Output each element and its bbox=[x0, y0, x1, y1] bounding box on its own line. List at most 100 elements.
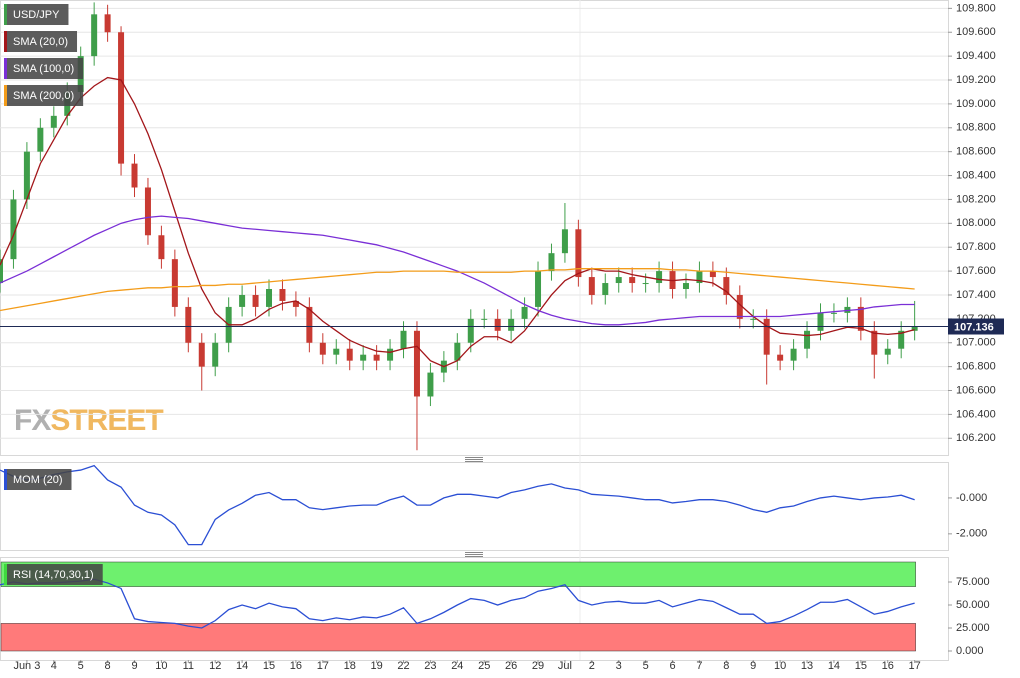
legend-swatch bbox=[4, 469, 7, 490]
candle-body bbox=[548, 253, 555, 272]
candle-body bbox=[279, 289, 286, 301]
x-tick-label: 9 bbox=[131, 660, 137, 672]
candle-body bbox=[656, 271, 663, 284]
legend-item: MOM (20) bbox=[4, 469, 72, 490]
candle-body bbox=[494, 318, 501, 331]
candle-body bbox=[373, 354, 380, 361]
x-tick-label: Jul bbox=[558, 660, 572, 672]
price-panel bbox=[0, 0, 949, 456]
candle-body bbox=[521, 306, 528, 319]
candle-body bbox=[400, 330, 407, 349]
candle-body bbox=[333, 348, 340, 355]
y-tick-label: 108.000 bbox=[956, 217, 996, 229]
legend-item: SMA (20,0) bbox=[4, 31, 78, 52]
legend-box bbox=[4, 85, 84, 106]
x-tick-label: 8 bbox=[723, 660, 729, 672]
y-tick-label: 109.200 bbox=[956, 74, 996, 86]
y-tick-label: 107.800 bbox=[956, 241, 996, 253]
legend-box bbox=[4, 31, 78, 52]
candle-body bbox=[884, 348, 891, 355]
panel-resize-handle[interactable] bbox=[465, 457, 483, 462]
x-tick-label: 16 bbox=[882, 660, 894, 672]
x-tick-label: 17 bbox=[317, 660, 329, 672]
x-tick-label: 10 bbox=[774, 660, 786, 672]
candle-body bbox=[387, 348, 394, 361]
legend-label: SMA (100,0) bbox=[13, 63, 74, 75]
candle-body bbox=[427, 372, 434, 397]
legend-swatch bbox=[4, 564, 7, 585]
candle-body bbox=[736, 294, 743, 319]
candle-body bbox=[158, 235, 165, 260]
x-tick-label: 9 bbox=[750, 660, 756, 672]
x-tick-label: 25 bbox=[478, 660, 490, 672]
candle-body bbox=[561, 229, 568, 254]
y-tick-label: 106.800 bbox=[956, 361, 996, 373]
y-tick-label: 50.000 bbox=[956, 599, 990, 611]
candle-body bbox=[266, 289, 273, 307]
candle-body bbox=[50, 115, 57, 128]
candle-body bbox=[360, 354, 367, 361]
y-tick-label: 0.000 bbox=[956, 645, 984, 657]
y-tick-label: 109.000 bbox=[956, 98, 996, 110]
panel-layer bbox=[0, 464, 915, 546]
x-tick-label: 11 bbox=[183, 660, 194, 672]
candle-body bbox=[118, 32, 125, 164]
candle-body bbox=[682, 283, 689, 290]
y-tick-label: 109.400 bbox=[956, 50, 996, 62]
x-tick-label: 14 bbox=[236, 660, 248, 672]
candle-body bbox=[131, 163, 138, 188]
y-tick-label: 107.000 bbox=[956, 337, 996, 349]
x-tick-label: 7 bbox=[696, 660, 702, 672]
watermark-fx: FX bbox=[14, 404, 51, 437]
candle-body bbox=[709, 271, 716, 278]
y-tick-label: 107.400 bbox=[956, 289, 996, 301]
candle-body bbox=[629, 277, 636, 284]
x-tick-label: 15 bbox=[263, 660, 275, 672]
x-tick-label: 2 bbox=[589, 660, 595, 672]
oversold-zone bbox=[0, 623, 916, 652]
x-tick-label: 14 bbox=[828, 660, 840, 672]
candle-body bbox=[292, 300, 299, 307]
y-tick-label: 108.800 bbox=[956, 122, 996, 134]
candle-body bbox=[777, 354, 784, 361]
candle-body bbox=[763, 318, 770, 355]
candle-body bbox=[346, 348, 353, 361]
candle-body bbox=[508, 318, 515, 331]
candle-body bbox=[185, 306, 192, 343]
y-tick-label: 108.600 bbox=[956, 146, 996, 158]
y-tick-label: 109.600 bbox=[956, 26, 996, 38]
candle-body bbox=[212, 342, 219, 367]
candle-body bbox=[804, 330, 811, 349]
momentum-panel bbox=[0, 462, 949, 551]
y-tick-label: 109.800 bbox=[956, 2, 996, 14]
series-line bbox=[0, 464, 915, 546]
legend-swatch bbox=[4, 31, 7, 52]
y-tick-label: 75.000 bbox=[956, 576, 990, 588]
candle-body bbox=[535, 271, 542, 307]
x-tick-label: 19 bbox=[370, 660, 382, 672]
last-price-label: 107.136 bbox=[954, 321, 994, 333]
candle-body bbox=[91, 14, 98, 57]
candle-body bbox=[10, 199, 17, 260]
x-tick-label: 16 bbox=[290, 660, 302, 672]
watermark-street: STREET bbox=[50, 404, 163, 437]
x-tick-label: 5 bbox=[78, 660, 84, 672]
candle-body bbox=[319, 342, 326, 355]
legend-item: RSI (14,70,30,1) bbox=[4, 564, 103, 585]
y-tick-label: -0.000 bbox=[956, 492, 987, 504]
x-tick-label: 4 bbox=[51, 660, 57, 672]
legend-box bbox=[4, 564, 103, 585]
panel-resize-handle[interactable] bbox=[465, 552, 483, 557]
x-tick-label: 15 bbox=[855, 660, 867, 672]
candle-body bbox=[37, 127, 44, 152]
series-line bbox=[0, 578, 915, 629]
y-tick-label: 106.600 bbox=[956, 384, 996, 396]
y-tick-label: 108.200 bbox=[956, 193, 996, 205]
legend-item: USD/JPY bbox=[4, 4, 69, 25]
legend-label: SMA (200,0) bbox=[13, 90, 74, 102]
y-tick-label: -2.000 bbox=[956, 528, 987, 540]
x-tick-label: 24 bbox=[451, 660, 463, 672]
legend-swatch bbox=[4, 58, 7, 79]
series-line bbox=[0, 215, 915, 326]
x-tick-label: 10 bbox=[155, 660, 167, 672]
